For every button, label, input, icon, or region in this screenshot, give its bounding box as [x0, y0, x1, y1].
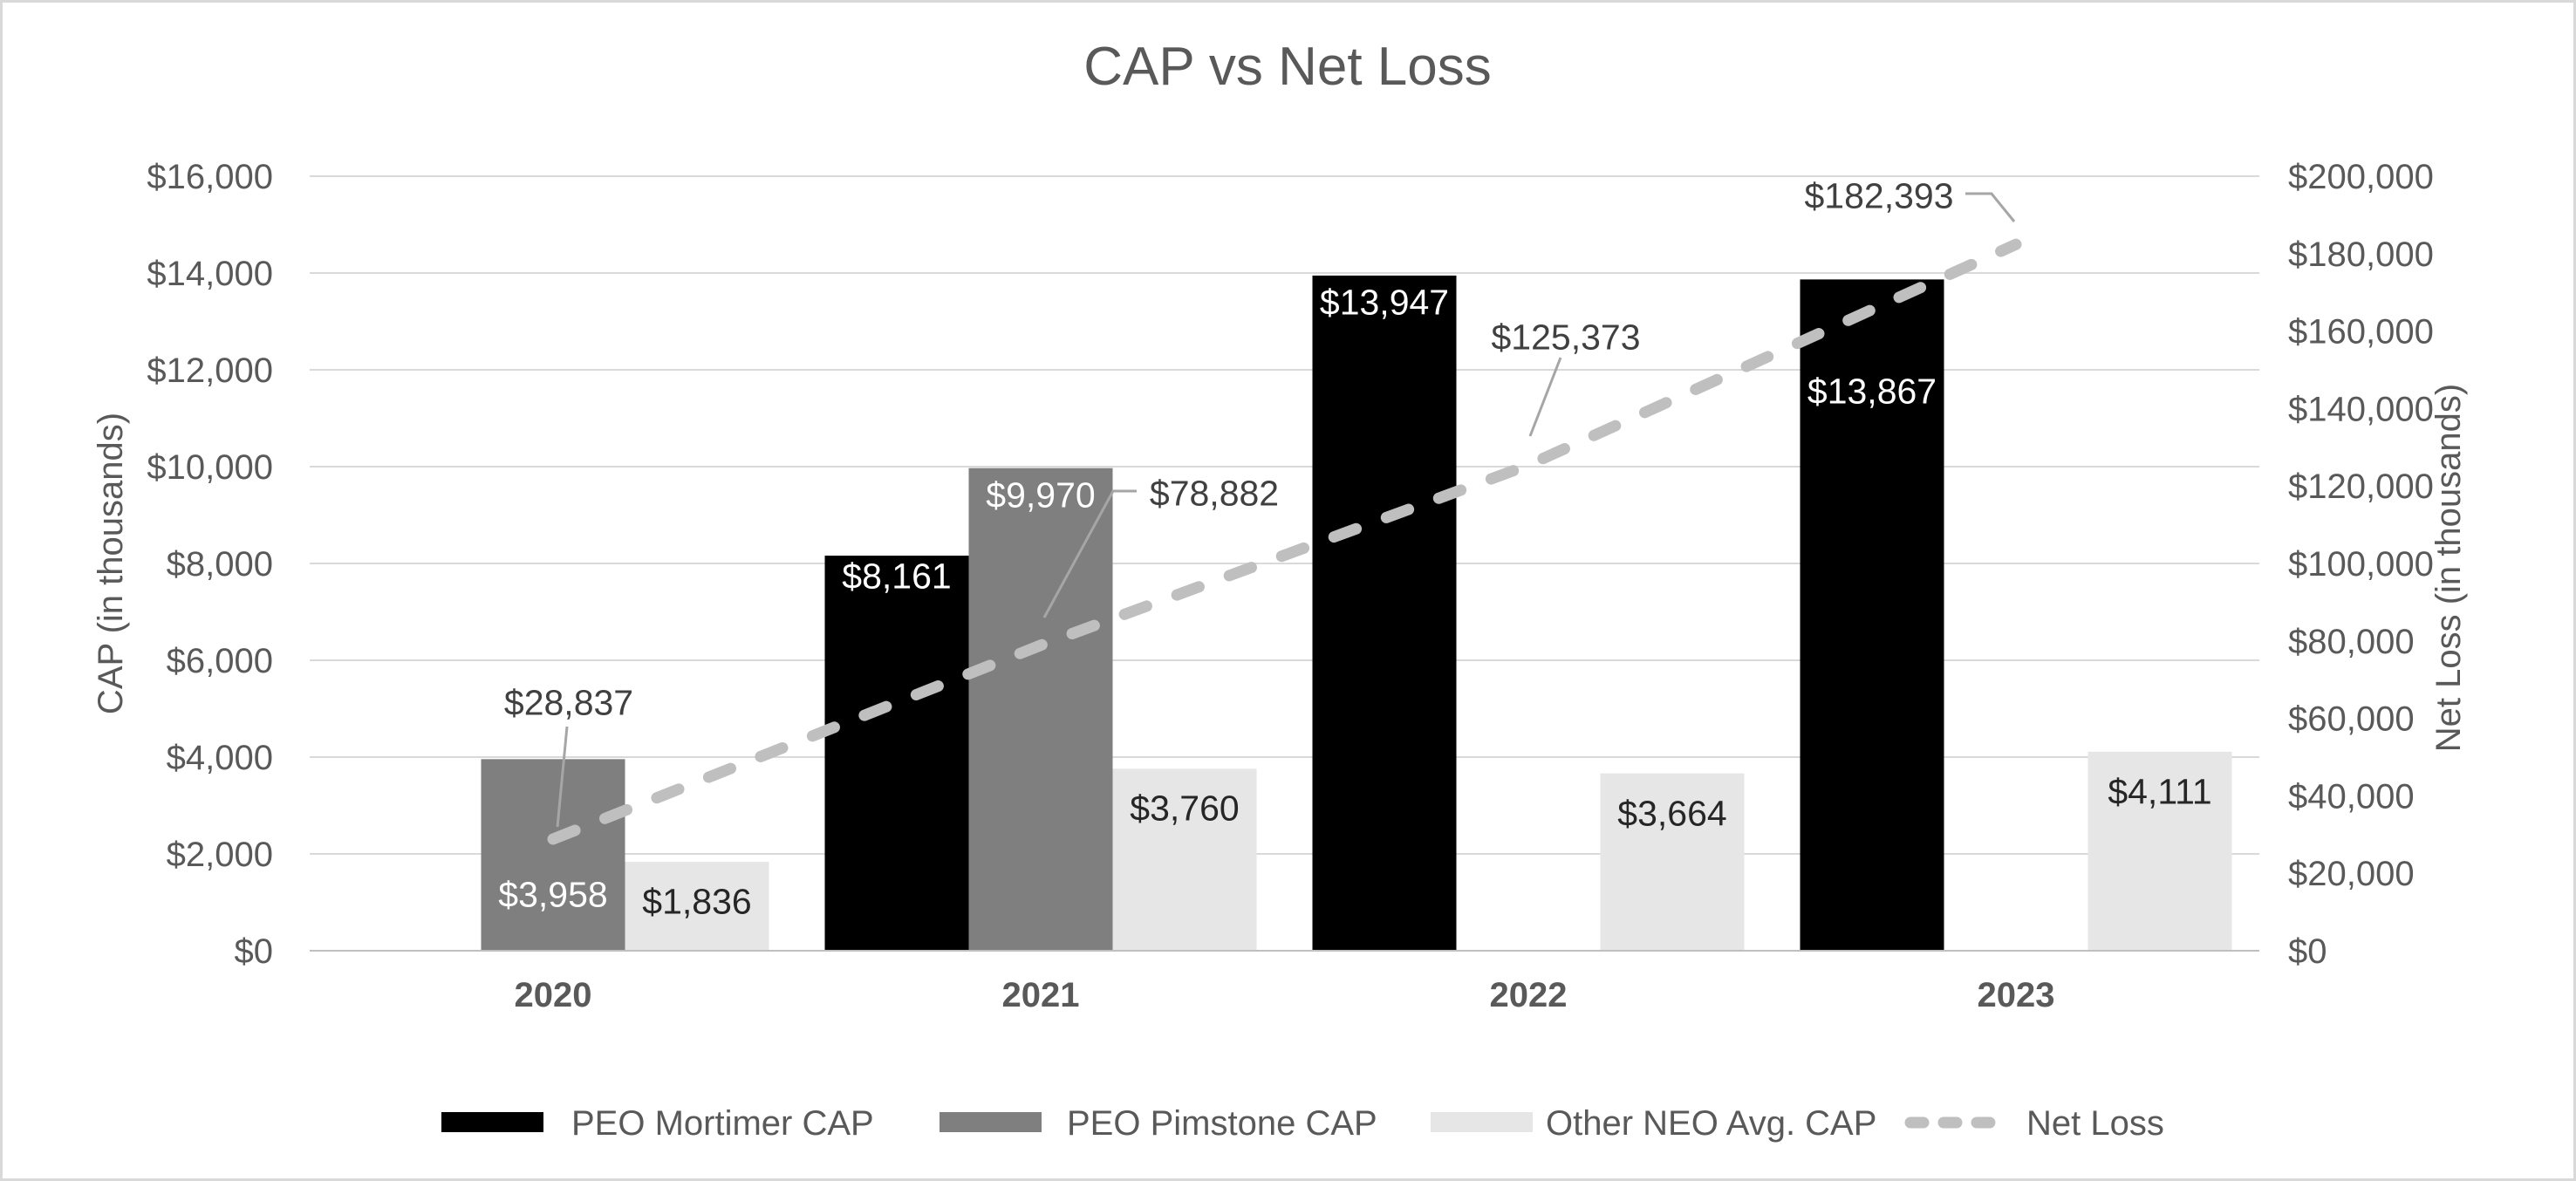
bar-value-label: $3,664 — [1617, 793, 1726, 833]
legend-item-peo-mortimer-cap: PEO Mortimer CAP — [441, 1104, 874, 1143]
right-tick-label: $160,000 — [2288, 313, 2434, 352]
right-tick-label: $140,000 — [2288, 390, 2434, 428]
leader-line — [1042, 489, 1137, 618]
right-tick-label: $80,000 — [2288, 623, 2415, 661]
category-label-2020: 2020 — [515, 976, 592, 1014]
category-label-2023: 2023 — [1978, 976, 2055, 1014]
bar-value-label: $13,947 — [1320, 282, 1449, 322]
right-tick-label: $40,000 — [2288, 777, 2415, 816]
bar-value-label: $1,836 — [642, 881, 751, 921]
right-tick-label: $200,000 — [2288, 158, 2434, 196]
legend-swatch — [441, 1112, 543, 1132]
left-axis-title: CAP (in thousands) — [92, 413, 130, 714]
legend-swatch — [1431, 1112, 1533, 1132]
left-tick-label: $16,000 — [147, 158, 273, 196]
bar-value-label: $13,867 — [1807, 371, 1937, 411]
right-tick-label: $100,000 — [2288, 545, 2434, 584]
legend-label: Net Loss — [2026, 1104, 2164, 1143]
net-loss-value-label: $28,837 — [504, 682, 633, 722]
category-label-2021: 2021 — [1002, 976, 1080, 1014]
bar-other-neo-avg-cap-2023 — [2087, 751, 2232, 950]
data-label-leader-lines — [556, 192, 2016, 828]
bar-value-label: $4,111 — [2108, 771, 2211, 811]
legend-item-peo-pimstone-cap: PEO Pimstone CAP — [940, 1104, 1377, 1143]
left-tick-label: $4,000 — [167, 739, 273, 777]
left-tick-label: $8,000 — [167, 545, 273, 584]
bar-peo-mortimer-cap-2023 — [1800, 279, 1944, 951]
bar-peo-mortimer-cap-2021 — [824, 556, 969, 950]
bar-peo-pimstone-cap-2020 — [481, 759, 625, 950]
legend-label: PEO Mortimer CAP — [571, 1104, 874, 1143]
category-axis-labels: 2020 2021 2022 2023 — [515, 976, 2055, 1014]
right-axis-tick-labels: $0 $20,000 $40,000 $60,000 $80,000 $100,000 $1… — [2288, 158, 2434, 971]
net-loss-value-label: $125,373 — [1491, 317, 1640, 357]
chart-title: CAP vs Net Loss — [1083, 37, 1491, 97]
right-tick-label: $180,000 — [2288, 236, 2434, 274]
right-tick-label: $20,000 — [2288, 855, 2415, 893]
bar-value-label: $3,760 — [1130, 788, 1239, 828]
left-tick-label: $2,000 — [167, 836, 273, 874]
left-tick-label: $0 — [235, 932, 274, 971]
legend-label: Other NEO Avg. CAP — [1546, 1104, 1876, 1143]
net-loss-line — [547, 238, 2022, 845]
net-loss-value-label: $78,882 — [1150, 473, 1279, 513]
leader-line — [1528, 357, 1562, 437]
legend-label: PEO Pimstone CAP — [1067, 1104, 1377, 1143]
line-data-labels: $28,837 $78,882 $125,373 $182,393 — [504, 175, 1954, 722]
category-label-2022: 2022 — [1490, 976, 1568, 1014]
bar-peo-pimstone-cap-2021 — [968, 468, 1113, 950]
legend-swatch — [940, 1112, 1042, 1132]
left-tick-label: $12,000 — [147, 352, 273, 390]
legend-item-other-neo-avg-cap: Other NEO Avg. CAP — [1431, 1104, 1876, 1143]
net-loss-dashed-line — [547, 238, 2022, 845]
bar-value-label: $8,161 — [842, 556, 951, 596]
right-tick-label: $60,000 — [2288, 700, 2415, 739]
left-axis-tick-labels: $0 $2,000 $4,000 $6,000 $8,000 $10,000 $12,000… — [147, 158, 273, 971]
right-axis-title: Net Loss (in thousands) — [2429, 384, 2468, 752]
right-tick-label: $120,000 — [2288, 468, 2434, 506]
bar-peo-mortimer-cap-2022 — [1312, 275, 1457, 950]
bar-value-label: $9,970 — [986, 474, 1095, 515]
bar-series — [481, 275, 2232, 951]
right-tick-label: $0 — [2288, 932, 2327, 971]
leader-line — [1965, 192, 2016, 222]
bar-data-labels: $8,161 $13,947 $13,867 $3,958 $9,970 $1,836 $3… — [498, 282, 2211, 921]
legend: PEO Mortimer CAP PEO Pimstone CAP Other NE… — [441, 1104, 2164, 1143]
leader-line — [556, 726, 569, 828]
legend-item-net-loss: Net Loss — [1904, 1104, 2164, 1143]
gridlines — [310, 175, 2259, 952]
bar-other-neo-avg-cap-2021 — [1112, 768, 1257, 950]
left-tick-label: $14,000 — [147, 255, 273, 293]
bar-other-neo-avg-cap-2022 — [1600, 773, 1745, 950]
bar-other-neo-avg-cap-2020 — [625, 862, 769, 950]
net-loss-value-label: $182,393 — [1804, 175, 1953, 215]
left-tick-label: $6,000 — [167, 642, 273, 680]
bar-value-label: $3,958 — [498, 874, 607, 914]
left-tick-label: $10,000 — [147, 448, 273, 487]
